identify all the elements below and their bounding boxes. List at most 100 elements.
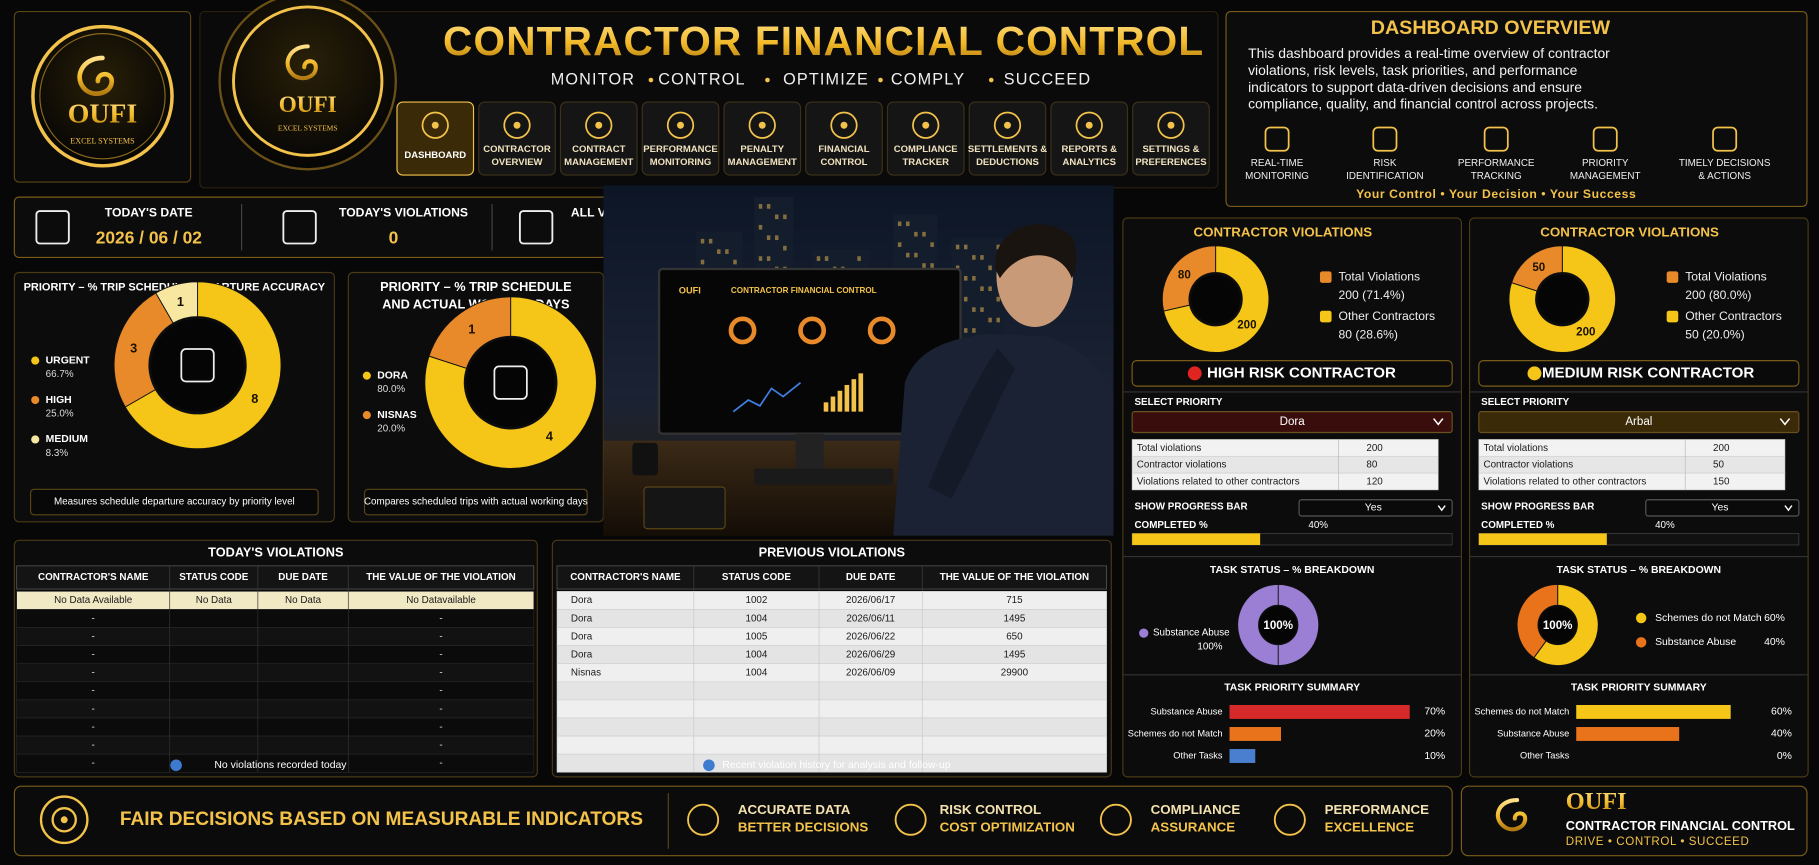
feature-label: TIMELY DECISIONS — [1679, 158, 1771, 169]
nav-icon — [666, 111, 695, 139]
header-logo-glow — [218, 0, 397, 171]
progress-option: Yes — [1365, 503, 1382, 514]
table-cell: - — [92, 704, 95, 715]
window-light — [988, 286, 992, 292]
chart-title: PRIORITY – % TRIP SCHEDULE — [380, 279, 572, 294]
header-logo-ring — [232, 5, 384, 157]
legend-share: 20.0% — [377, 424, 405, 435]
window-light — [914, 252, 918, 258]
progress-option: Yes — [1711, 503, 1728, 514]
header-logo-sub: EXCEL SYSTEMS — [278, 123, 338, 132]
legend-value: 200 (71.4%) — [1339, 288, 1405, 302]
legend-swatch — [1319, 271, 1332, 283]
table-cell: 650 — [1006, 631, 1023, 642]
stat-label: Total violations — [1483, 443, 1548, 454]
table-cell: - — [439, 722, 442, 733]
window-light — [955, 244, 960, 250]
window-light — [733, 259, 737, 265]
stat-value: 200 — [1713, 443, 1730, 454]
nav-icon — [912, 111, 940, 139]
stat-value: 50 — [1713, 460, 1724, 471]
monitor-bar — [844, 384, 850, 412]
footer-item: BETTER DECISIONS — [738, 819, 868, 834]
donut-slice — [1508, 245, 1617, 353]
window-light — [906, 221, 910, 227]
donut-slice — [424, 296, 597, 469]
overview-text: indicators to support data-driven decisi… — [1248, 79, 1582, 95]
slice-label: 200 — [1237, 319, 1256, 331]
legend-share: 66.7% — [46, 369, 74, 380]
table-cell: 1495 — [1003, 650, 1025, 661]
legend-swatch — [1666, 271, 1679, 283]
tagline-word: MONITOR — [551, 70, 635, 88]
tagline-dot — [765, 77, 770, 83]
stat-label: Violations related to other contractors — [1483, 476, 1646, 487]
select-box[interactable] — [1478, 411, 1800, 434]
table-cell: No Data Available — [54, 595, 133, 606]
nav-icon-dot — [1004, 121, 1011, 129]
table-header-cell: THE VALUE OF THE VIOLATION — [940, 572, 1089, 583]
window-light — [766, 204, 771, 209]
nav-icon-dot — [677, 121, 684, 129]
select-caret — [1784, 505, 1793, 512]
summary-bar — [1576, 727, 1680, 741]
nav-icon — [1075, 111, 1103, 139]
table-header-cell: CONTRACTOR'S NAME — [570, 572, 681, 583]
nav-icon-dot — [922, 121, 930, 129]
person-hair — [995, 224, 1077, 279]
photo: CONTRACTOR FINANCIAL CONTROL OUFI — [603, 185, 1114, 536]
summary-name: Other Tasks — [1520, 750, 1570, 760]
table-cell: 2026/06/22 — [846, 631, 895, 642]
window-light — [930, 242, 934, 247]
footer-item: COMPLIANCE — [1151, 802, 1241, 817]
kpi-icon — [35, 210, 70, 245]
nav-label: MANAGEMENT — [728, 157, 797, 168]
window-light — [906, 252, 910, 258]
nav-label: SETTLEMENTS & — [968, 144, 1047, 155]
legend-dot — [31, 435, 40, 444]
nav-label: FINANCIAL — [818, 144, 869, 155]
stat-label: Total violations — [1137, 443, 1202, 454]
table-cell: 2026/06/09 — [846, 668, 896, 679]
footer-box — [13, 785, 1453, 857]
stat-label: Contractor violations — [1137, 460, 1227, 471]
window-light — [963, 244, 968, 250]
monitor-ring — [867, 316, 896, 345]
nav-icon-dot — [840, 121, 848, 129]
table-row — [556, 699, 1107, 719]
contractor-panel — [1122, 217, 1463, 778]
logo-name: OUFI — [68, 98, 138, 129]
table-cell: - — [92, 613, 95, 624]
select-box[interactable] — [1131, 411, 1453, 434]
motto-icon-inner — [51, 807, 77, 833]
nav-icon — [748, 111, 776, 139]
progress-label: SHOW PROGRESS BAR — [1134, 501, 1247, 512]
legend-share: 8.3% — [46, 448, 69, 459]
stat-value: 80 — [1366, 460, 1377, 471]
table-cell: - — [92, 686, 95, 697]
progress-select[interactable] — [1645, 499, 1800, 517]
status-title: TASK STATUS – % BREAKDOWN — [1557, 565, 1721, 576]
tagline-dot — [648, 77, 654, 83]
donut-slice — [428, 296, 512, 369]
window-light — [766, 256, 771, 261]
window-light — [922, 231, 926, 237]
progress-fill — [1478, 533, 1607, 545]
kpi-icon — [518, 210, 554, 245]
feature-label: PERFORMANCE — [1458, 158, 1535, 169]
table-cell: 2026/06/29 — [846, 650, 896, 661]
legend-share: 80.0% — [377, 384, 405, 395]
nav-label: COMPLIANCE — [894, 144, 958, 155]
window-light — [963, 328, 968, 333]
legend-name: Other Contractors — [1685, 309, 1782, 323]
progress-select[interactable] — [1298, 499, 1453, 517]
table-row — [556, 717, 1107, 737]
nav-label: PREFERENCES — [1135, 157, 1206, 168]
legend-name: DORA — [377, 370, 408, 381]
select-caret — [1433, 418, 1444, 426]
table-header-cell: STATUS CODE — [179, 572, 249, 583]
window-light — [996, 244, 1000, 250]
legend-name: Other Contractors — [1339, 309, 1436, 323]
window-light — [996, 296, 1000, 302]
